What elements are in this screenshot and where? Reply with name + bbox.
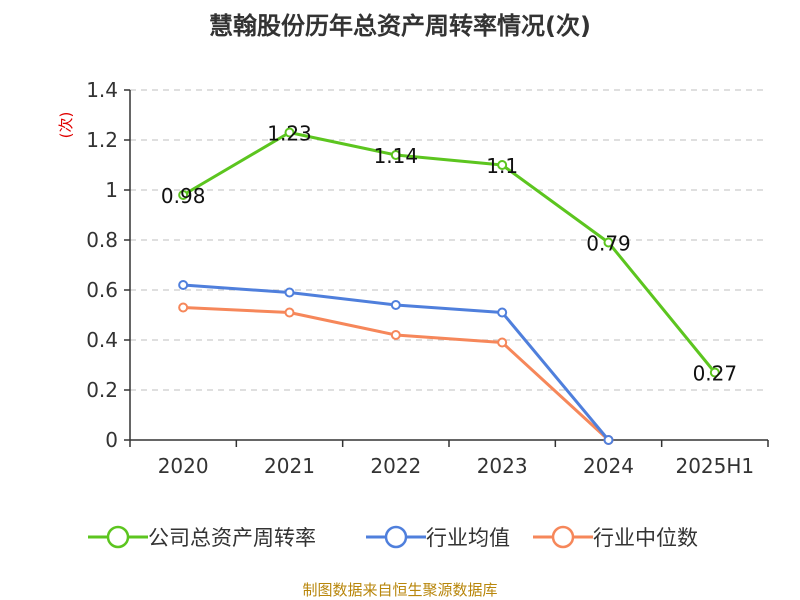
x-tick-label-3: 2023 <box>477 454 528 478</box>
x-tick-label-1: 2021 <box>264 454 315 478</box>
legend-label-1: 行业均值 <box>426 526 510 550</box>
y-tick-label-3: 0.6 <box>86 278 118 302</box>
data-label-0-5: 0.27 <box>693 362 738 386</box>
data-point-2-0 <box>178 302 189 313</box>
legend-label-2: 行业中位数 <box>593 526 698 550</box>
axis-layer: 0 0.2 0.4 0.6 0.8 1 1.2 1.4 2020 2021 2022 2023 2024… <box>86 78 769 478</box>
data-label-0-4: 0.79 <box>586 232 631 256</box>
legend-marker-2 <box>551 525 575 549</box>
y-tick-label-0: 0 <box>105 428 118 452</box>
data-point-0-3 <box>497 160 508 170</box>
x-tick-label-4: 2024 <box>583 454 634 478</box>
x-tick-label-5: 2025H1 <box>675 454 754 478</box>
data-point-2-2 <box>390 330 401 340</box>
legend-item-0: 公司总资产周转率 <box>88 525 316 550</box>
series-line-0 <box>182 131 716 374</box>
data-point-0-4 <box>603 237 614 248</box>
series-layer <box>178 127 720 445</box>
data-point-1-0 <box>178 280 189 290</box>
data-label-0-2: 1.14 <box>374 144 419 168</box>
y-axis-label: (次) <box>57 112 75 139</box>
data-label-0-3: 1.1 <box>486 154 518 178</box>
legend-marker-1 <box>384 525 408 549</box>
data-point-1-2 <box>390 300 401 310</box>
x-tick-label-2: 2022 <box>370 454 421 478</box>
source-note: 制图数据来自恒生聚源数据库 <box>302 581 497 599</box>
y-tick-label-5: 1 <box>105 178 118 202</box>
y-tick-label-1: 0.2 <box>86 378 118 402</box>
chart-title: 慧翰股份历年总资产周转率情况(次) <box>209 12 591 40</box>
legend-marker-0 <box>106 525 130 549</box>
y-tick-label-2: 0.4 <box>86 328 118 352</box>
data-label-0-0: 0.98 <box>161 184 206 208</box>
legend-label-0: 公司总资产周转率 <box>148 526 316 550</box>
y-tick-label-4: 0.8 <box>86 228 118 252</box>
legend-item-2: 行业中位数 <box>533 525 698 550</box>
data-label-layer: 0.98 1.23 1.14 1.1 0.79 0.27 <box>161 122 737 386</box>
data-point-0-0 <box>178 190 189 200</box>
data-label-0-1: 1.23 <box>267 122 312 146</box>
y-tick-label-7: 1.4 <box>86 78 118 102</box>
legend-item-1: 行业均值 <box>366 525 510 550</box>
series-line-2 <box>183 306 610 442</box>
data-point-0-1 <box>284 127 295 138</box>
x-tick-label-0: 2020 <box>158 454 209 478</box>
data-point-1-1 <box>284 287 295 298</box>
data-point-0-2 <box>390 150 401 160</box>
legend: 公司总资产周转率 行业均值 行业中位数 <box>88 525 698 550</box>
grid-layer <box>130 89 768 391</box>
data-point-2-3 <box>497 337 508 348</box>
data-point-1-4 <box>603 435 614 445</box>
y-tick-label-6: 1.2 <box>86 128 118 152</box>
data-point-2-1 <box>284 307 295 318</box>
data-point-1-3 <box>497 307 508 318</box>
data-point-0-5 <box>709 367 720 378</box>
